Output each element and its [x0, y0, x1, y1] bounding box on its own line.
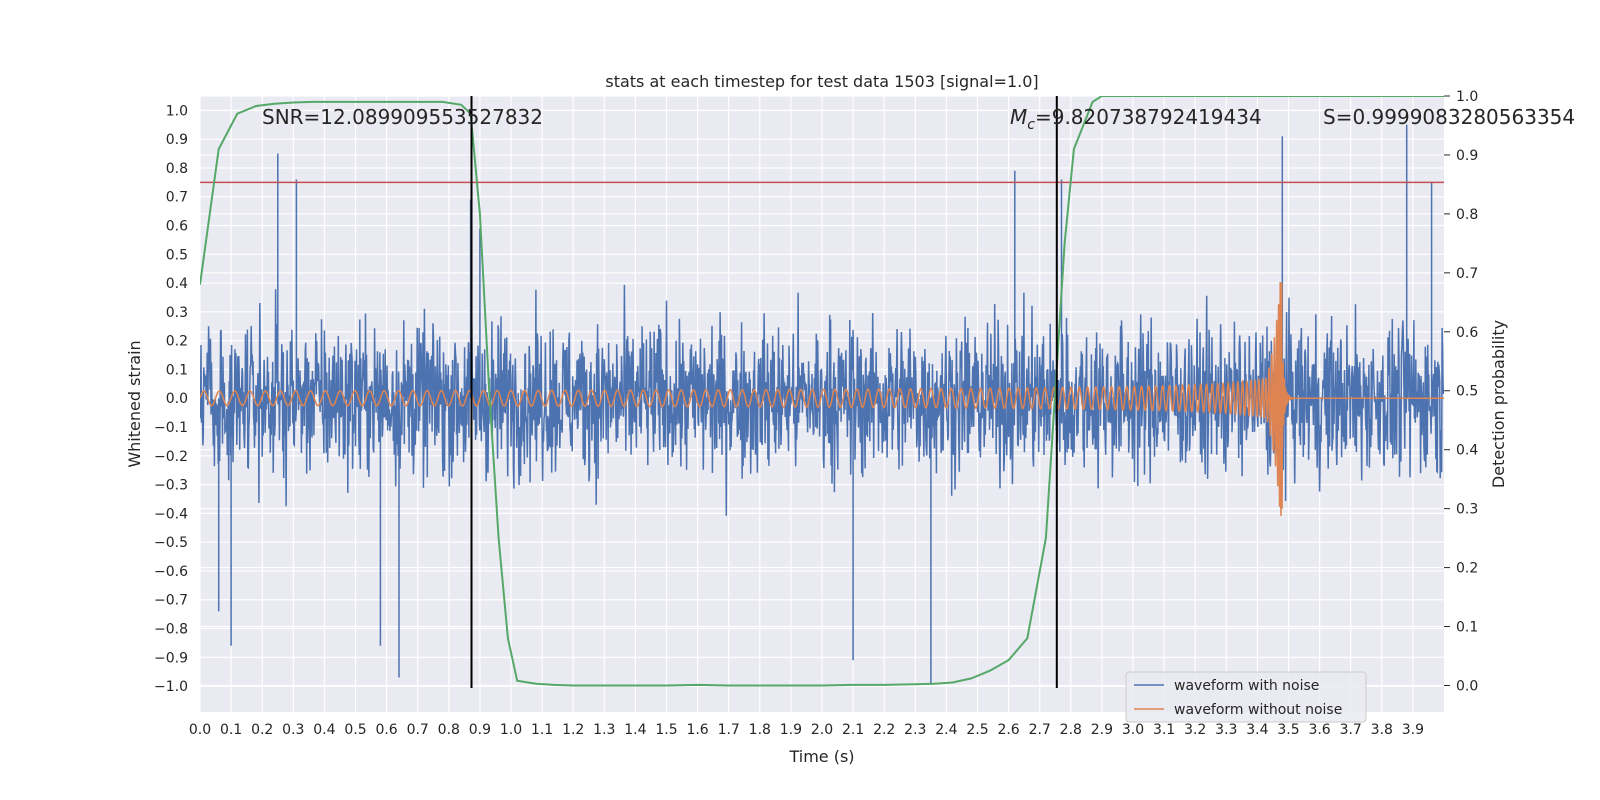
x-tick-label: 2.1: [842, 722, 864, 738]
legend-box: [1125, 671, 1367, 723]
y-tick-label: −0.7: [154, 593, 188, 609]
y-tick-label: −0.3: [154, 478, 188, 494]
x-tick-label: 2.8: [1060, 722, 1082, 738]
y-tick-label: −0.5: [154, 535, 188, 551]
x-tick-label: 3.7: [1340, 722, 1362, 738]
y-axis-ticks: −1.0 −0.9 −0.8 −0.7 −0.6 −0.5 −0.4 −0.3 −0.2 −0.1…: [154, 103, 188, 695]
x-axis-ticks: 0.0 0.1 0.2 0.3 0.4 0.5 0.6 0.7 0.8 0.9 1.0 1.1 1.2 1…: [189, 722, 1424, 738]
x-tick-label: 0.6: [375, 722, 397, 738]
y-tick-label: 0.3: [166, 305, 188, 321]
x-tick-label: 1.4: [624, 722, 646, 738]
x-tick-label: 1.6: [686, 722, 708, 738]
y-right-tick-label: 0.2: [1456, 561, 1478, 577]
x-tick-label: 1.2: [562, 722, 584, 738]
x-tick-label: 1.7: [718, 722, 740, 738]
y-right-tick-label: 0.7: [1456, 266, 1478, 282]
y-right-axis-ticks: 0.0 0.1 0.2 0.3 0.4 0.5 0.6 0.7 0.8 0.9 1.0: [1444, 89, 1478, 694]
x-tick-label: 2.7: [1029, 722, 1051, 738]
y-right-tick-label: 0.8: [1456, 207, 1478, 223]
y-right-tick-label: 0.1: [1456, 620, 1478, 636]
y-tick-label: 0.1: [166, 362, 188, 378]
y-tick-label: −0.4: [154, 506, 188, 522]
x-tick-label: 1.9: [780, 722, 802, 738]
x-tick-label: 3.8: [1371, 722, 1393, 738]
y-right-axis-label: Detection probability: [1489, 320, 1508, 488]
x-tick-label: 0.5: [344, 722, 366, 738]
x-tick-label: 3.1: [1153, 722, 1175, 738]
y-tick-label: −0.1: [154, 420, 188, 436]
y-tick-label: −0.9: [154, 650, 188, 666]
x-tick-label: 3.6: [1308, 722, 1330, 738]
chirp-mass-symbol: M: [1010, 105, 1027, 129]
s-annotation: S=0.9999083280563354: [1323, 105, 1575, 129]
snr-annotation: SNR=12.089909553527832: [262, 105, 543, 129]
y-tick-label: −1.0: [154, 679, 188, 695]
chirp-mass-value: =9.820738792419434: [1035, 105, 1262, 129]
y-axis-label: Whitened strain: [125, 340, 144, 467]
y-tick-label: 0.6: [166, 219, 188, 235]
y-tick-label: −0.6: [154, 564, 188, 580]
legend: waveform with noise waveform without noi…: [1125, 671, 1367, 723]
x-tick-label: 3.9: [1402, 722, 1424, 738]
y-right-tick-label: 0.9: [1456, 148, 1478, 164]
x-tick-label: 3.3: [1215, 722, 1237, 738]
chirp-mass-annotation: Mc=9.820738792419434: [1010, 105, 1262, 133]
series-detection-probability: [200, 96, 1444, 687]
x-tick-label: 1.3: [593, 722, 615, 738]
x-tick-label: 0.9: [469, 722, 491, 738]
y-tick-label: 0.4: [166, 276, 188, 292]
x-tick-label: 0.1: [220, 722, 242, 738]
x-tick-label: 3.4: [1246, 722, 1268, 738]
x-tick-label: 1.1: [531, 722, 553, 738]
legend-label-clean: waveform without noise: [1174, 702, 1342, 718]
x-tick-label: 0.4: [313, 722, 335, 738]
x-tick-label: 2.3: [904, 722, 926, 738]
y-tick-label: −0.8: [154, 622, 188, 638]
x-tick-label: 1.0: [500, 722, 522, 738]
x-tick-label: 2.6: [997, 722, 1019, 738]
x-tick-label: 0.2: [251, 722, 273, 738]
y-tick-label: 0.9: [166, 132, 188, 148]
chirp-mass-subscript: c: [1027, 117, 1035, 133]
x-tick-label: 1.8: [749, 722, 771, 738]
y-tick-label: 0.2: [166, 334, 188, 350]
x-tick-label: 3.0: [1122, 722, 1144, 738]
y-tick-label: 0.5: [166, 247, 188, 263]
y-tick-label: −0.2: [154, 449, 188, 465]
vertical-markers: [470, 96, 1058, 688]
x-tick-label: 0.0: [189, 722, 211, 738]
y-right-tick-label: 1.0: [1456, 89, 1478, 105]
x-tick-label: 0.7: [407, 722, 429, 738]
y-tick-label: 1.0: [166, 103, 188, 119]
x-tick-label: 2.9: [1091, 722, 1113, 738]
y-right-tick-label: 0.5: [1456, 384, 1478, 400]
y-right-tick-label: 0.4: [1456, 443, 1478, 459]
x-tick-label: 3.5: [1277, 722, 1299, 738]
y-tick-label: 0.7: [166, 190, 188, 206]
x-tick-label: 2.2: [873, 722, 895, 738]
chart-title: stats at each timestep for test data 150…: [605, 72, 1038, 91]
x-tick-label: 2.0: [811, 722, 833, 738]
x-tick-label: 0.3: [282, 722, 304, 738]
legend-label-noise: waveform with noise: [1174, 678, 1319, 694]
y-right-tick-label: 0.0: [1456, 678, 1478, 694]
y-tick-label: 0.0: [166, 391, 188, 407]
x-tick-label: 0.8: [438, 722, 460, 738]
y-tick-label: 0.8: [166, 161, 188, 177]
x-tick-label: 2.4: [935, 722, 957, 738]
x-axis-label: Time (s): [788, 747, 854, 766]
x-tick-label: 1.5: [655, 722, 677, 738]
series-waveform-without-noise: [200, 281, 1444, 517]
y-right-tick-label: 0.6: [1456, 325, 1478, 341]
y-right-tick-label: 0.3: [1456, 502, 1478, 518]
x-tick-label: 2.5: [966, 722, 988, 738]
x-tick-label: 3.2: [1184, 722, 1206, 738]
